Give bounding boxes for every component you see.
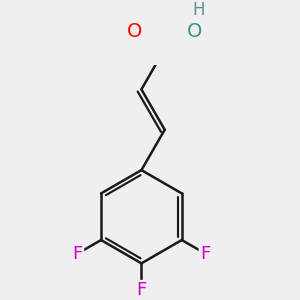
Text: O: O xyxy=(187,22,202,41)
Text: O: O xyxy=(127,22,143,41)
Text: H: H xyxy=(192,1,205,19)
Text: F: F xyxy=(136,281,146,299)
Text: F: F xyxy=(73,244,83,262)
Text: F: F xyxy=(200,244,210,262)
